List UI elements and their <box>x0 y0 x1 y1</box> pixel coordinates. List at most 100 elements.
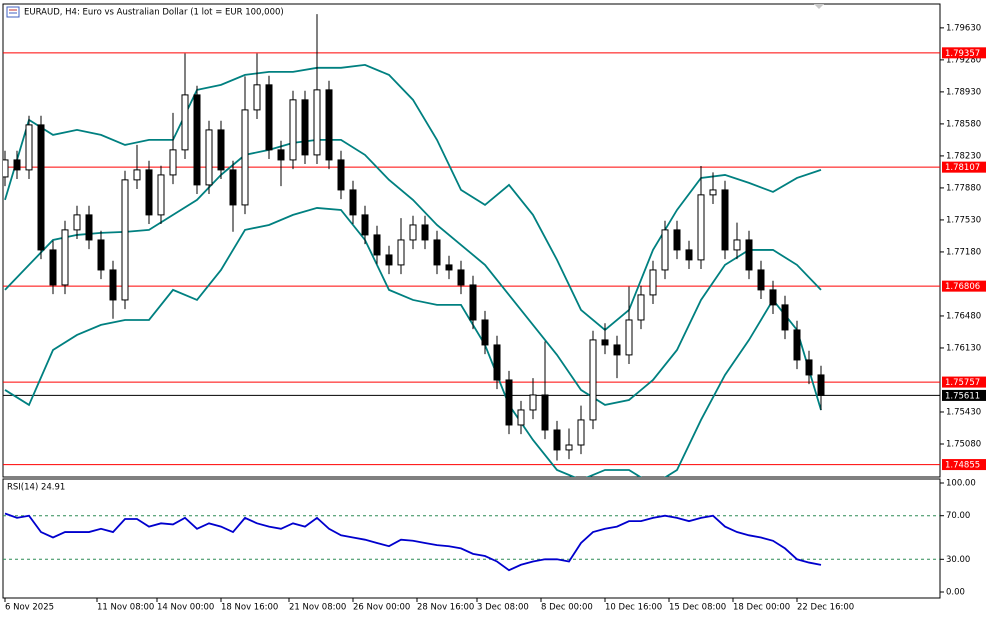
price-level-label: 1.75611 <box>945 391 980 401</box>
bollinger-band <box>4 207 822 477</box>
y-tick-label: 1.76480 <box>946 311 981 321</box>
x-tick-label: 6 Nov 2025 <box>5 603 54 613</box>
y-tick-label: 1.77180 <box>946 247 981 257</box>
candle-body <box>505 379 513 426</box>
candle-body <box>253 84 261 111</box>
candle-body <box>397 239 405 266</box>
price-level-box <box>942 161 986 173</box>
candle-body <box>757 269 765 291</box>
y-tick-label: 0.00 <box>946 588 965 598</box>
price-level-label: 1.78107 <box>945 163 980 173</box>
y-tick-label: 1.76130 <box>946 343 981 353</box>
candle-body <box>793 329 801 361</box>
candle-body <box>277 149 285 161</box>
candle-body <box>733 239 741 251</box>
candle-body <box>37 124 45 251</box>
price-level-label: 1.76806 <box>945 282 980 292</box>
candle-body <box>649 269 657 296</box>
symbol-icon <box>6 6 20 18</box>
y-tick-label: 1.77530 <box>946 215 981 225</box>
candle-body <box>157 174 165 216</box>
candle-body <box>805 359 813 376</box>
candle-body <box>721 189 729 251</box>
price-level-label: 1.79357 <box>945 49 980 59</box>
x-tick-label: 21 Nov 08:00 <box>289 603 346 613</box>
candle-body <box>193 94 201 186</box>
candle-body <box>409 224 417 241</box>
y-tick-label: 100.00 <box>946 479 976 489</box>
candle-body <box>553 429 561 451</box>
candle-body <box>685 249 693 261</box>
rsi-plot <box>3 512 940 572</box>
price-level-box <box>942 459 986 471</box>
x-tick-label: 15 Dec 08:00 <box>669 603 726 613</box>
x-tick-label: 22 Dec 16:00 <box>797 603 854 613</box>
x-tick-label: 26 Nov 00:00 <box>353 603 410 613</box>
candle-body <box>697 194 705 261</box>
y-tick-label: 1.78230 <box>946 151 981 161</box>
candle-body <box>493 344 501 381</box>
candle-body <box>337 159 345 191</box>
candle-body <box>121 179 129 301</box>
x-tick-label: 8 Dec 00:00 <box>541 603 593 613</box>
candle-body <box>61 229 69 286</box>
candle-body <box>577 419 585 446</box>
candle-body <box>529 394 537 411</box>
candle-body <box>745 239 753 271</box>
candle-body <box>49 249 57 286</box>
candle-body <box>25 124 33 171</box>
candle-body <box>541 394 549 431</box>
candle-body <box>97 239 105 271</box>
x-tick-label: 11 Nov 08:00 <box>97 603 154 613</box>
candle-body <box>673 229 681 251</box>
candle-body <box>145 169 153 216</box>
candle-body <box>601 339 609 346</box>
candle-body <box>613 344 621 356</box>
x-tick-label: 10 Dec 16:00 <box>605 603 662 613</box>
x-tick-label: 28 Nov 16:00 <box>417 603 474 613</box>
candle-body <box>421 224 429 241</box>
candle-body <box>445 264 453 271</box>
x-tick-label: 18 Nov 16:00 <box>221 603 278 613</box>
x-tick-label: 14 Nov 00:00 <box>157 603 214 613</box>
candle-body <box>589 339 597 421</box>
candle-body <box>709 189 717 196</box>
candle-body <box>181 94 189 151</box>
candle-body <box>349 189 357 216</box>
candle-body <box>313 89 321 156</box>
candle-body <box>625 319 633 356</box>
chart-title: EURAUD, H4: Euro vs Australian Dollar (1… <box>24 8 284 18</box>
bollinger-band <box>4 63 822 332</box>
candle-body <box>85 214 93 241</box>
y-tick-label: 1.79630 <box>946 23 981 33</box>
candle-body <box>217 129 225 171</box>
y-tick-label: 70.00 <box>946 511 970 521</box>
candle-body <box>661 229 669 271</box>
candle-body <box>385 254 393 266</box>
price-level-label: 1.75757 <box>945 378 980 388</box>
candle-body <box>361 214 369 236</box>
y-tick-label: 1.77880 <box>946 183 981 193</box>
price-level-label: 1.74855 <box>945 461 980 471</box>
candle-body <box>481 319 489 346</box>
candle-body <box>169 149 177 176</box>
candle-body <box>289 99 297 161</box>
candle-body <box>469 284 477 321</box>
y-tick-label: 1.78930 <box>946 87 981 97</box>
x-tick-label: 18 Dec 00:00 <box>733 603 790 613</box>
shift-marker <box>814 4 824 9</box>
price-level-box <box>942 280 986 292</box>
y-tick-label: 1.79280 <box>946 55 981 65</box>
candle-body <box>781 304 789 331</box>
candle-body <box>133 169 141 181</box>
candle-body <box>265 84 273 151</box>
y-tick-label: 1.78580 <box>946 119 981 129</box>
candle-body <box>73 214 81 231</box>
candle-body <box>373 234 381 256</box>
candle-body <box>13 159 21 171</box>
axes: 1.79630 1.79280 1.78930 1.78580 1.78230 1.778… <box>4 23 986 613</box>
candle-body <box>3 159 9 178</box>
bollinger-band <box>4 138 822 406</box>
x-tick-label: 3 Dec 08:00 <box>477 603 529 613</box>
